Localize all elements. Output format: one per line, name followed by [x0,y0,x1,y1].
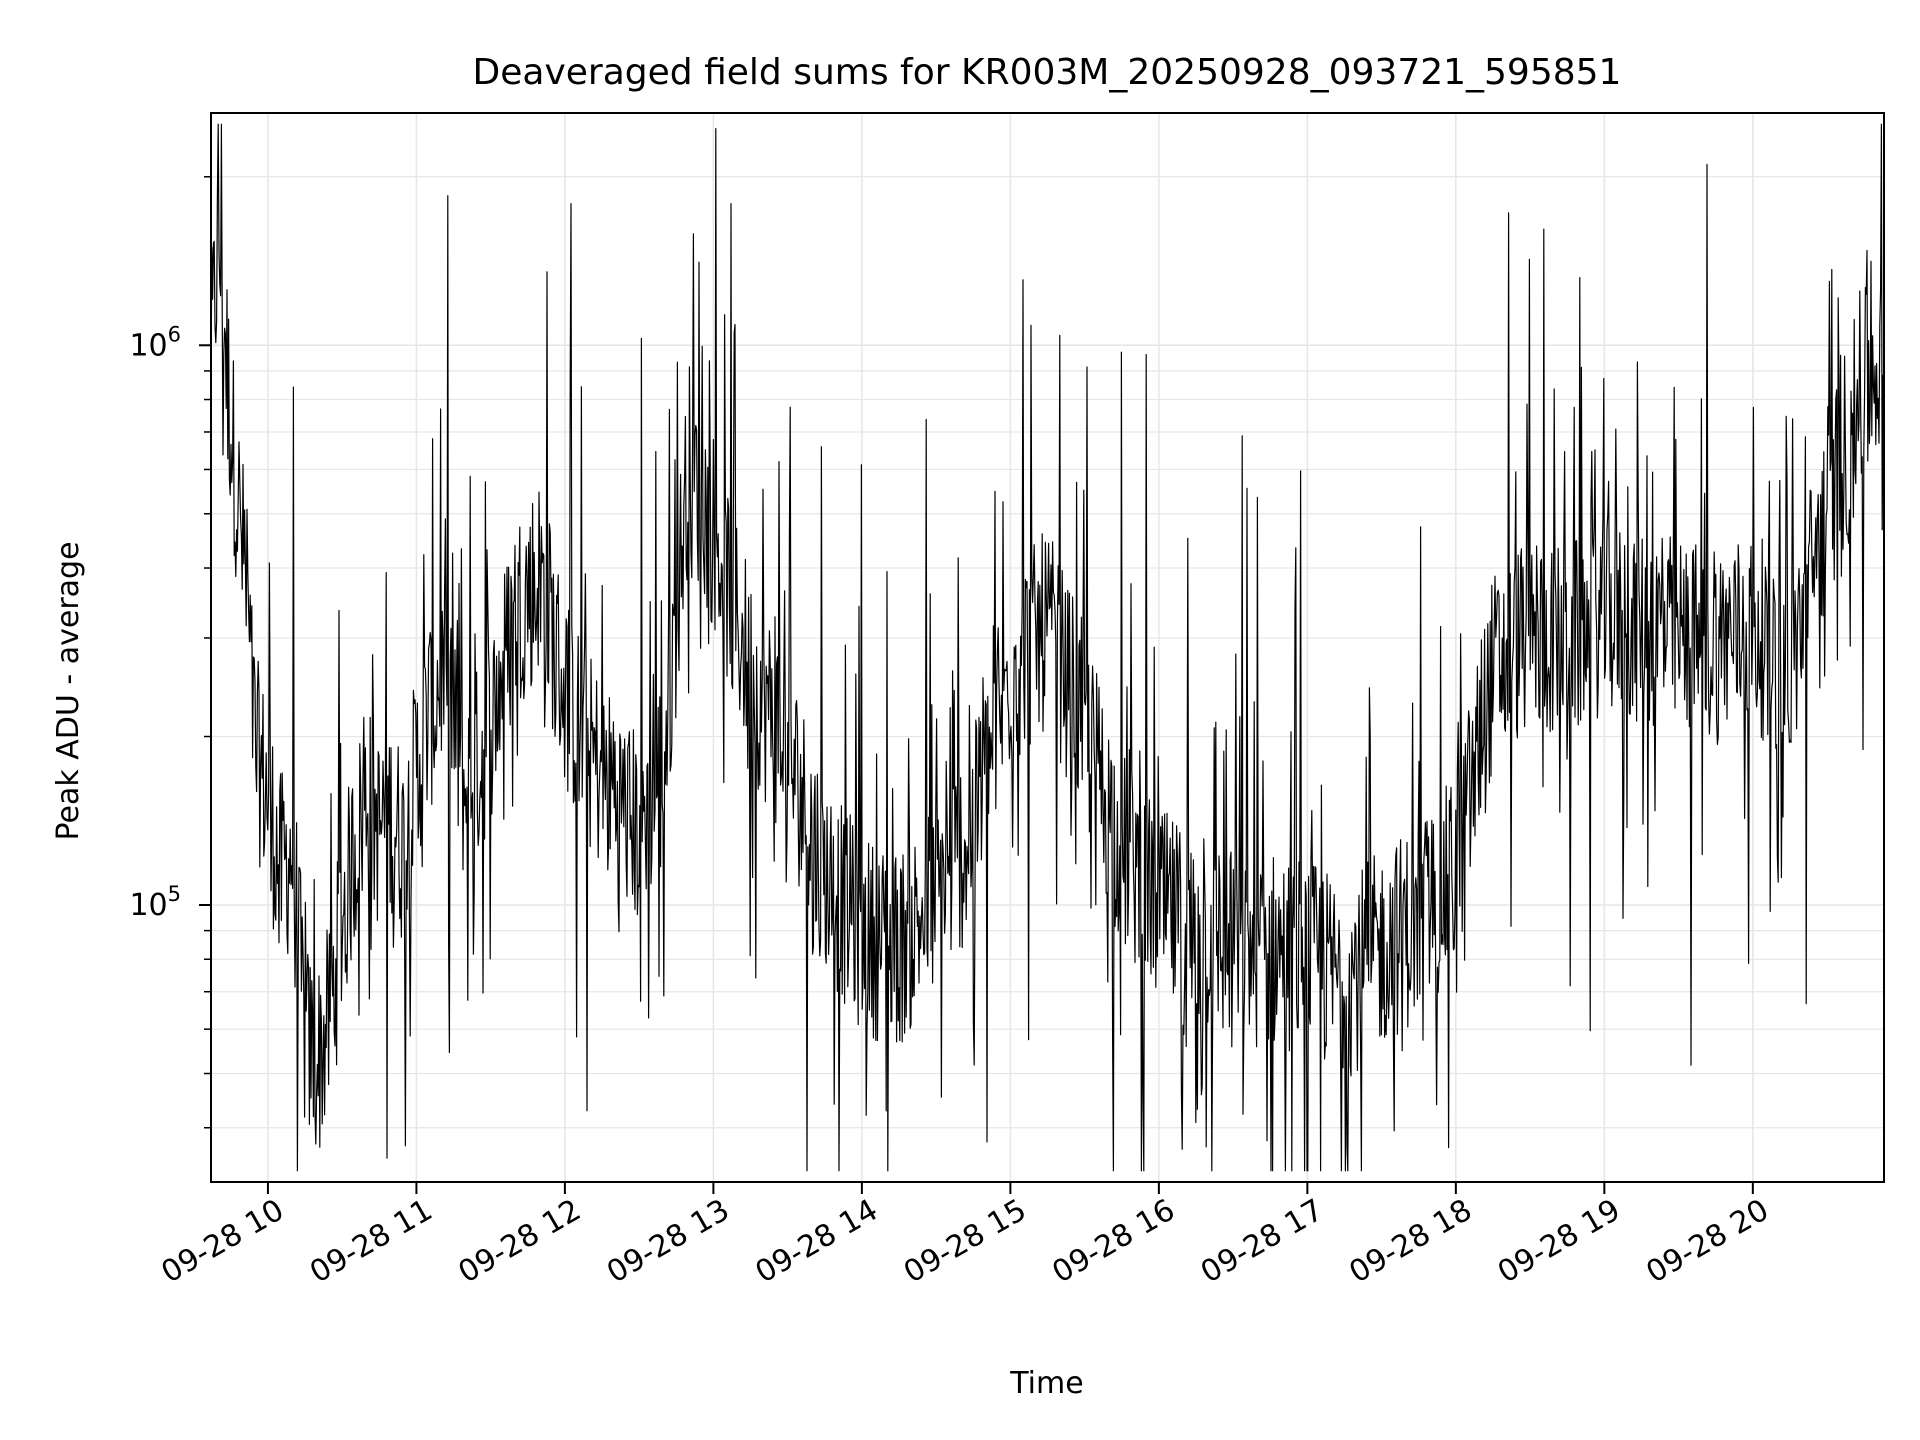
y-axis-label: Peak ADU - average [51,541,86,840]
x-tick-label: 09-28 15 [898,1193,1032,1291]
x-tick-label: 09-28 16 [1047,1193,1181,1291]
x-tick-label: 09-28 10 [156,1193,290,1291]
axes: 09-28 10 09-28 11 09-28 12 09-28 13 09-28 14… [129,112,1885,1291]
x-axis-label: Time [1009,1366,1083,1401]
series-layer [210,123,1885,1172]
chart-title: Deaveraged field sums for KR003M_2025092… [473,52,1622,93]
plot-frame [210,112,1885,1183]
grid [211,113,1884,1182]
x-tick-label: 09-28 20 [1641,1193,1775,1291]
x-tick-label: 09-28 11 [304,1193,438,1291]
y-tick-label: 105 [129,882,181,923]
y-tick-label: 106 [129,322,181,363]
x-tick-label: 09-28 12 [453,1193,587,1291]
x-tick-label: 09-28 19 [1492,1193,1626,1291]
x-tick-label: 09-28 18 [1344,1193,1478,1291]
series-line [210,123,1885,1172]
x-tick-label: 09-28 13 [601,1193,735,1291]
x-tick-label: 09-28 14 [750,1193,884,1291]
x-tick-label: 09-28 17 [1195,1193,1329,1291]
